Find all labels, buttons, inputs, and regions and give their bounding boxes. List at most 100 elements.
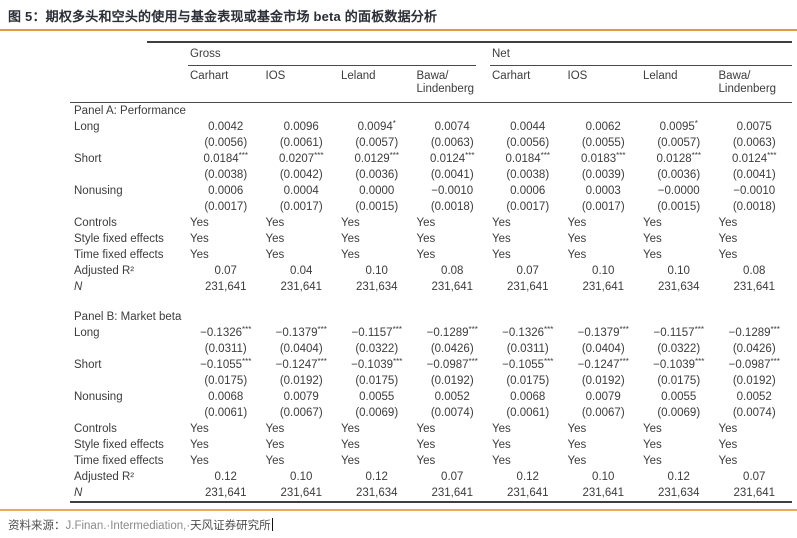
data-cell: −0.1247*** <box>275 357 327 371</box>
data-cell: Yes <box>718 439 738 451</box>
data-cell: 0.12 <box>516 471 539 483</box>
data-cell: Yes <box>416 455 436 467</box>
source-label: 资料来源： <box>8 520 66 532</box>
row-label: Long <box>74 121 100 133</box>
data-cell: (0.0056) <box>506 137 550 149</box>
data-cell: (0.0074) <box>430 407 474 419</box>
data-cell: 231,641 <box>582 281 625 293</box>
data-cell: 0.0075 <box>736 121 772 133</box>
data-cell: (0.0192) <box>732 375 776 387</box>
data-cell: 0.0124*** <box>429 151 475 165</box>
data-cell: Yes <box>643 233 662 245</box>
data-cell: −0.1247*** <box>577 357 629 371</box>
data-cell: 0.0129*** <box>354 151 400 165</box>
row-label <box>70 341 188 357</box>
data-cell: 0.0095* <box>659 119 698 133</box>
data-cell: 0.0124*** <box>731 151 777 165</box>
data-cell: (0.0055) <box>581 137 625 149</box>
data-cell: −0.0010 <box>431 185 474 197</box>
data-cell: (0.0017) <box>279 201 323 213</box>
data-cell: (0.0061) <box>204 407 248 419</box>
data-cell: Yes <box>643 455 662 467</box>
data-cell: (0.0311) <box>204 343 247 355</box>
table-row: Style fixed effects Yes Yes Yes Yes Yes Yes Yes… <box>70 231 792 247</box>
corner-cell <box>70 66 188 103</box>
data-cell: 0.0183*** <box>580 151 626 165</box>
data-cell: 0.0079 <box>283 391 319 403</box>
data-cell: Yes <box>416 249 436 261</box>
data-cell: Yes <box>492 249 511 261</box>
row-label: Controls <box>74 423 117 435</box>
data-cell: (0.0404) <box>279 343 323 355</box>
column-header: Leland <box>641 66 717 103</box>
data-cell: −0.1157*** <box>653 325 704 339</box>
data-cell: 0.0062 <box>585 121 621 133</box>
data-cell: Yes <box>492 217 511 229</box>
data-cell: Yes <box>718 423 738 435</box>
data-cell: 0.0003 <box>585 185 621 197</box>
table-row: (0.0038) (0.0042) (0.0036) (0.0041) (0.0038)… <box>70 167 792 183</box>
data-cell: −0.0987*** <box>426 357 478 371</box>
row-label: Nonusing <box>74 185 123 197</box>
data-cell: Yes <box>265 233 285 245</box>
row-label: Short <box>74 359 102 371</box>
data-cell: 231,634 <box>657 281 700 293</box>
data-cell: (0.0069) <box>355 407 399 419</box>
data-cell: (0.0017) <box>204 201 248 213</box>
group-header-row: Gross Net <box>70 43 792 66</box>
data-cell: Yes <box>190 233 209 245</box>
table-row: N 231,641 231,641 231,634 231,641 231,641 231,… <box>70 279 792 295</box>
source-divider-rule <box>0 509 797 511</box>
table-top-rule <box>147 41 792 43</box>
row-label: Short <box>74 153 102 165</box>
data-cell: (0.0322) <box>355 343 399 355</box>
data-cell: (0.0175) <box>204 375 248 387</box>
column-header: IOS <box>263 66 339 103</box>
results-table-area: Gross Net Carhart IOS Leland Bawa/ Linde… <box>70 41 792 501</box>
data-cell: 0.0044 <box>510 121 546 133</box>
table-row: Style fixed effects Yes Yes Yes Yes Yes Yes Yes… <box>70 437 792 453</box>
data-cell: −0.1289*** <box>728 325 780 339</box>
row-label: Adjusted R² <box>74 265 135 277</box>
text-cursor <box>271 518 273 531</box>
data-cell: Yes <box>567 233 587 245</box>
data-cell: Yes <box>643 249 662 261</box>
data-cell: Yes <box>567 423 587 435</box>
data-cell: Yes <box>718 455 738 467</box>
row-label <box>70 373 188 389</box>
data-cell: (0.0057) <box>355 137 399 149</box>
data-cell: 0.10 <box>592 265 615 277</box>
table-row: (0.0175) (0.0192) (0.0175) (0.0192) (0.0175)… <box>70 373 792 389</box>
data-cell: 0.07 <box>441 471 464 483</box>
data-cell: 0.0055 <box>359 391 395 403</box>
row-label: Time fixed effects <box>74 455 164 467</box>
data-cell: 231,641 <box>506 281 549 293</box>
data-cell: (0.0036) <box>355 169 399 181</box>
data-cell: Yes <box>190 439 209 451</box>
group-header-net: Net <box>490 43 792 66</box>
data-cell: Yes <box>567 439 587 451</box>
data-cell: Yes <box>718 249 738 261</box>
row-label: N <box>74 281 83 293</box>
group-header-gross: Gross <box>188 43 490 66</box>
data-cell: −0.0000 <box>657 185 700 197</box>
data-cell: (0.0063) <box>732 137 776 149</box>
data-cell: 0.0207*** <box>278 151 324 165</box>
data-cell: (0.0039) <box>581 169 625 181</box>
source-line[interactable]: 资料来源：J.Finan.·Intermediation,·天风证券研究所 <box>0 511 797 533</box>
table-row: Adjusted R² 0.07 0.04 0.10 0.08 0.07 0.10 0.10 0… <box>70 263 792 279</box>
data-cell: 0.0184*** <box>505 151 551 165</box>
data-cell: (0.0038) <box>506 169 550 181</box>
table-row: Nonusing 0.0068 0.0079 0.0055 0.0052 0.0068 0.… <box>70 389 792 405</box>
data-cell: −0.1055*** <box>502 357 554 371</box>
data-cell: Yes <box>492 233 511 245</box>
data-cell: Yes <box>341 217 360 229</box>
table-row: Nonusing 0.0006 0.0004 0.0000 −0.0010 0.0006 0… <box>70 183 792 199</box>
figure-title: 图 5：期权多头和空头的使用与基金表现或基金市场 beta 的面板数据分析 <box>8 9 438 24</box>
data-cell: 0.0042 <box>208 121 244 133</box>
data-cell: (0.0041) <box>732 169 776 181</box>
data-cell: (0.0175) <box>506 375 550 387</box>
row-label <box>70 167 188 183</box>
panel-spacer <box>70 295 792 309</box>
